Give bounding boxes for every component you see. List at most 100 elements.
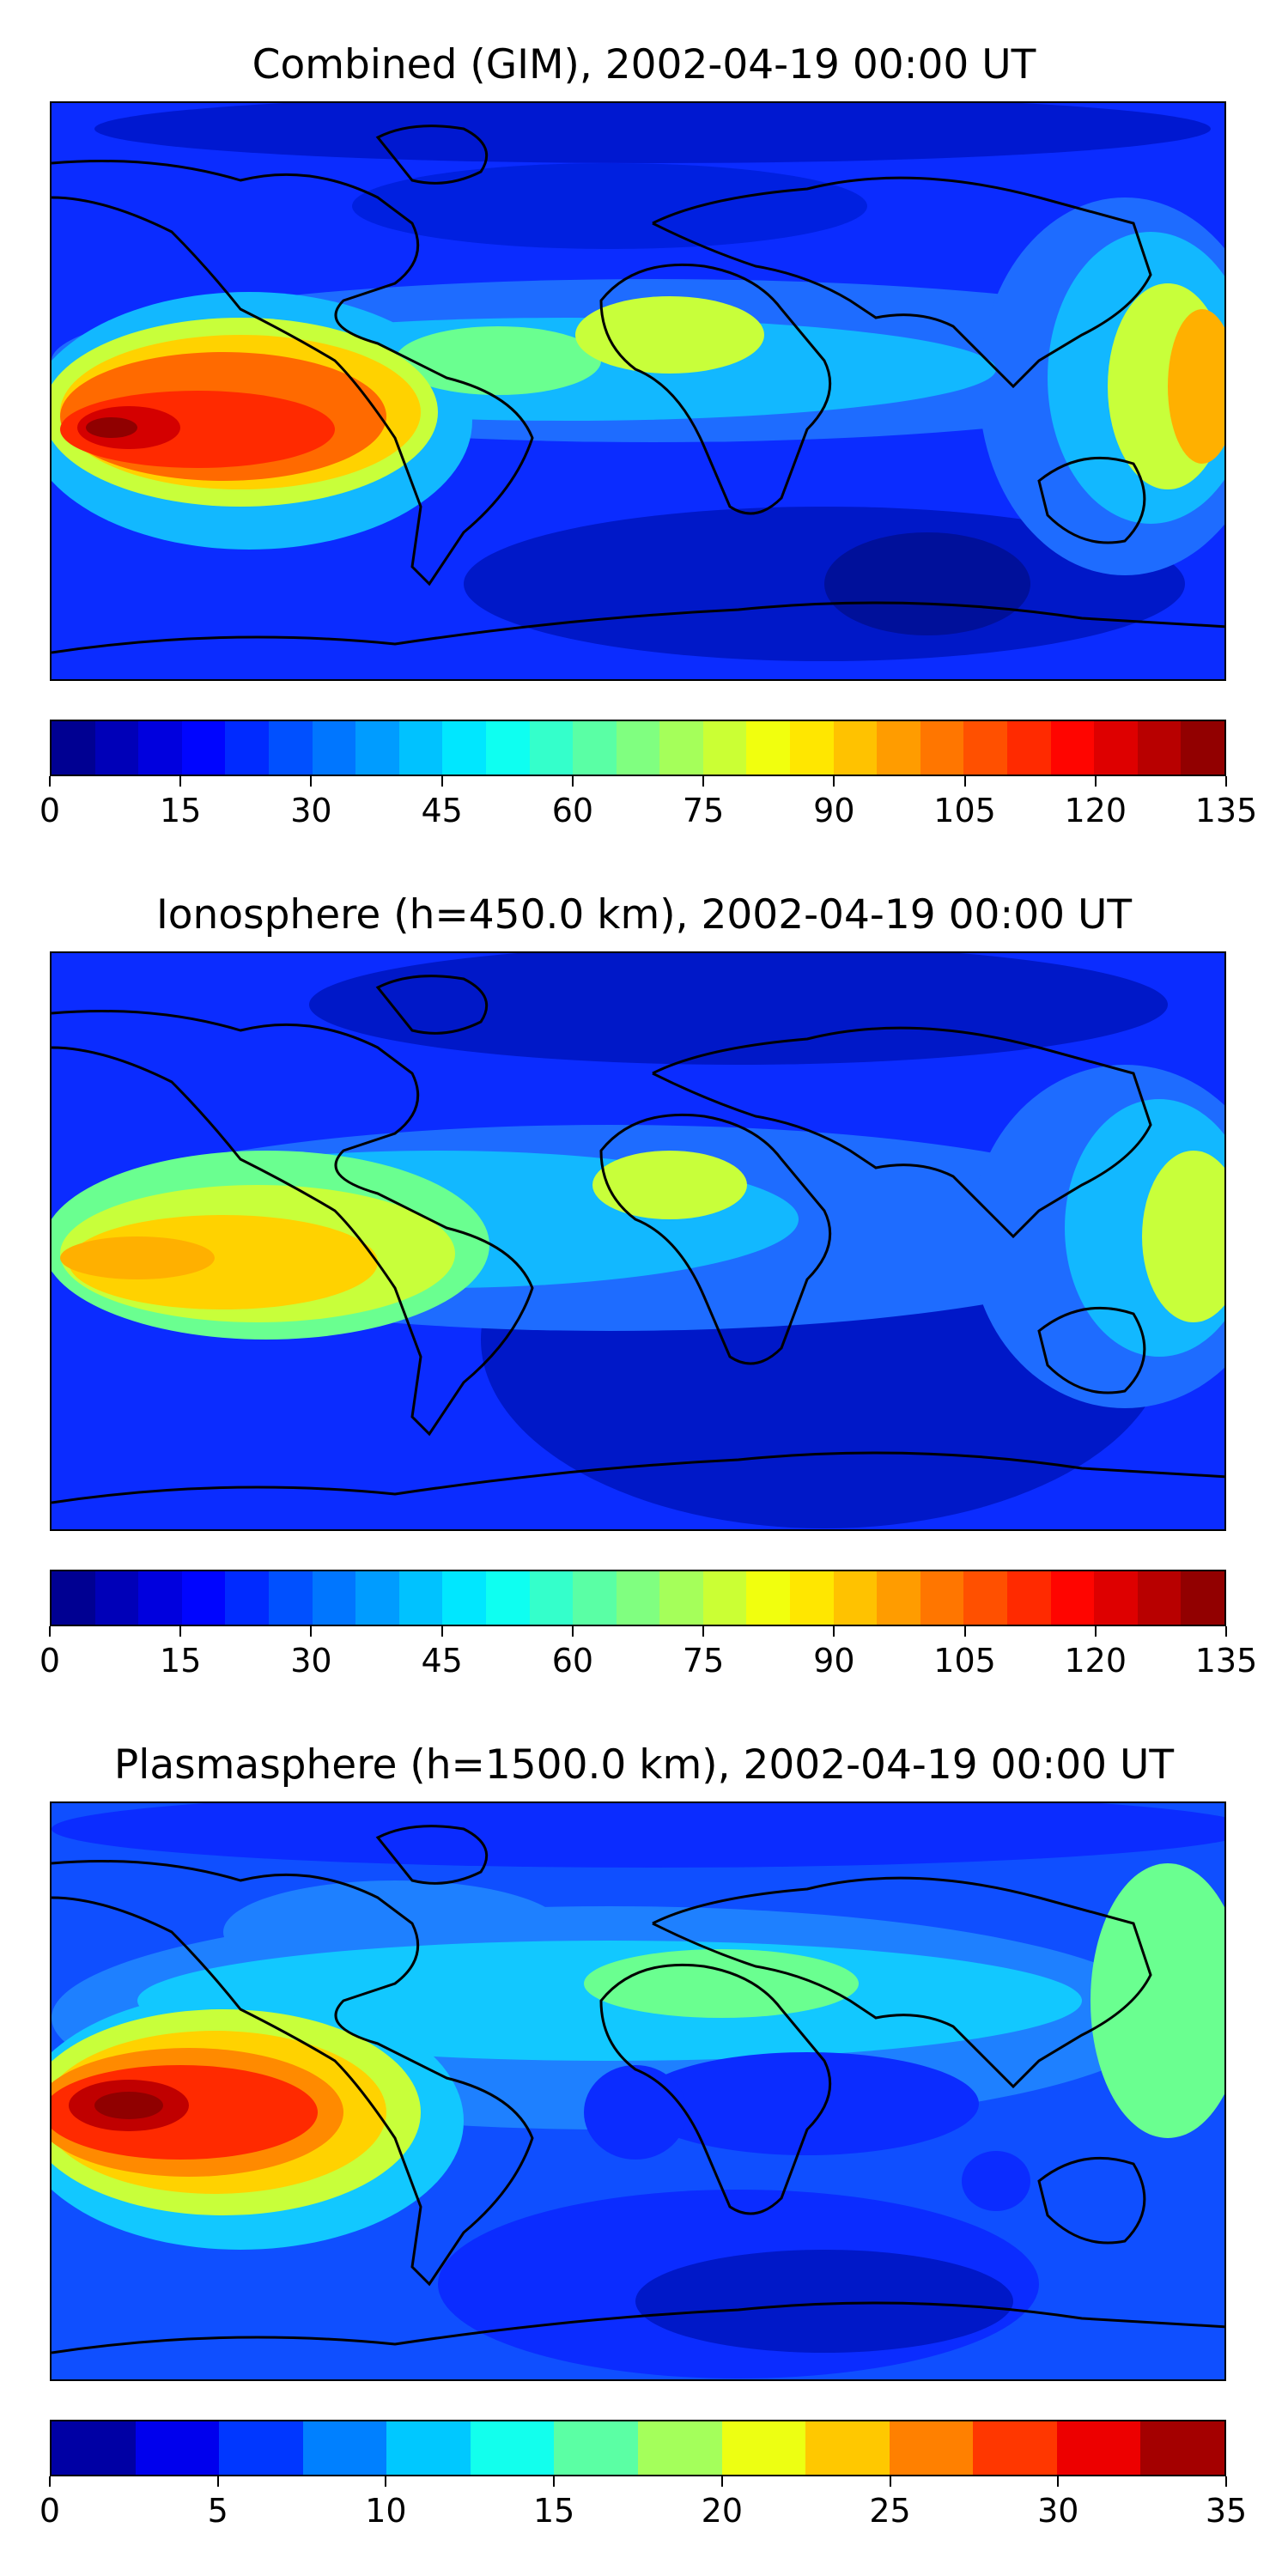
colorbar-level	[721, 2421, 807, 2475]
colorbar-level	[52, 721, 96, 775]
colorbar-level	[1181, 721, 1224, 775]
colorbar-level	[355, 1571, 401, 1625]
colorbar-ticks: 0 15 30 45 60 75 90 105 120 135	[39, 1626, 1257, 1680]
colorbar-level	[1007, 721, 1052, 775]
colorbar-level	[1050, 721, 1096, 775]
colorbar-level	[920, 721, 965, 775]
coastlines	[52, 975, 1224, 1504]
colorbar	[50, 1570, 1226, 1626]
colorbar-tick-label: 90	[813, 1642, 855, 1680]
colorbar-level	[920, 1571, 965, 1625]
colorbar-level	[181, 1571, 227, 1625]
colorbar-level	[973, 2421, 1059, 2475]
colorbar-tick-label: 10	[365, 2492, 407, 2530]
colorbar-level	[470, 2421, 556, 2475]
coastline-overlay	[52, 1825, 1224, 2354]
colorbar-level	[225, 721, 270, 775]
colorbar-tick-mark	[1225, 776, 1227, 787]
colorbar	[50, 720, 1226, 776]
colorbar-level	[573, 721, 618, 775]
colorbar-tick-mark	[963, 1626, 966, 1637]
colorbar-level	[963, 721, 1009, 775]
colorbar-level	[659, 1571, 705, 1625]
colorbar-ticks: 0 5 10 15 20 25 30 35	[39, 2476, 1247, 2530]
colorbar-level	[225, 1571, 270, 1625]
tec-map-ionosphere	[52, 953, 1224, 1529]
tec-map-combined	[52, 103, 1224, 679]
colorbar-level	[386, 2421, 472, 2475]
colorbar-level	[877, 721, 922, 775]
colorbar-tick-mark	[963, 776, 966, 787]
colorbar-level	[702, 721, 748, 775]
colorbar-level	[398, 721, 444, 775]
colorbar-level	[355, 721, 401, 775]
map-combined	[50, 101, 1226, 681]
colorbar-level	[1140, 2421, 1224, 2475]
colorbar-level	[138, 1571, 184, 1625]
colorbar-level	[1094, 721, 1139, 775]
colorbar-tick-mark	[49, 2476, 51, 2487]
colorbar-level	[268, 1571, 313, 1625]
colorbar-tick-label: 120	[1064, 1642, 1127, 1680]
tec-map-plasmasphere	[52, 1803, 1224, 2379]
colorbar-level	[889, 2421, 975, 2475]
colorbar-tick-label: 5	[207, 2492, 228, 2530]
colorbar-tick-label: 0	[39, 2492, 61, 2530]
colorbar-level	[529, 721, 574, 775]
colorbar-tick-label: 105	[933, 1642, 996, 1680]
colorbar-tick-label: 75	[682, 792, 725, 829]
colorbar-tick-label: 35	[1205, 2492, 1248, 2530]
colorbar-level	[1137, 721, 1182, 775]
colorbar-tick-mark	[179, 776, 182, 787]
colorbar-level	[963, 1571, 1009, 1625]
coastlines	[52, 125, 1224, 654]
colorbar-tick-mark	[571, 776, 574, 787]
colorbar-tick-label: 135	[1194, 1642, 1258, 1680]
colorbar-tick-mark	[1225, 2476, 1227, 2487]
colorbar-level	[616, 721, 661, 775]
colorbar-tick-label: 30	[1037, 2492, 1079, 2530]
colorbar-tick-label: 105	[933, 792, 996, 829]
colorbar-level	[485, 721, 531, 775]
colorbar-level	[268, 721, 313, 775]
colorbar-tick-mark	[702, 1626, 705, 1637]
colorbar-tick-mark	[310, 1626, 313, 1637]
panel-title: Combined (GIM), 2002-04-19 00:00 UT	[252, 41, 1036, 88]
colorbar-tick-mark	[310, 776, 313, 787]
colorbar-level	[94, 721, 140, 775]
colorbar-level	[746, 721, 792, 775]
colorbar-level	[485, 1571, 531, 1625]
colorbar	[50, 2420, 1226, 2476]
colorbar-tick-mark	[833, 776, 835, 787]
colorbar-tick-label: 25	[869, 2492, 911, 2530]
colorbar-tick-label: 30	[290, 792, 332, 829]
colorbar-tick-label: 60	[551, 1642, 594, 1680]
colorbar-tick-mark	[571, 1626, 574, 1637]
colorbar-tick-mark	[1057, 2476, 1060, 2487]
colorbar-level	[219, 2421, 305, 2475]
colorbar-tick-label: 135	[1194, 792, 1258, 829]
colorbar-level	[790, 1571, 835, 1625]
colorbar-tick-label: 45	[421, 792, 463, 829]
colorbar-tick-mark	[720, 2476, 723, 2487]
colorbar-tick-label: 15	[532, 2492, 575, 2530]
colorbar-tick-label: 90	[813, 792, 855, 829]
colorbar-tick-label: 60	[551, 792, 594, 829]
colorbar-level	[442, 721, 488, 775]
colorbar-level	[616, 1571, 661, 1625]
colorbar-tick-label: 45	[421, 1642, 463, 1680]
colorbar-level	[181, 721, 227, 775]
colorbar-tick-mark	[1094, 776, 1097, 787]
colorbar-tick-mark	[702, 776, 705, 787]
colorbar-tick-label: 0	[39, 1642, 61, 1680]
colorbar-level	[833, 1571, 878, 1625]
colorbar-tick-mark	[1225, 1626, 1227, 1637]
colorbar-level	[312, 1571, 357, 1625]
colorbar-level	[1056, 2421, 1142, 2475]
colorbar-level	[833, 721, 878, 775]
colorbar-level	[529, 1571, 574, 1625]
coastlines	[52, 1825, 1224, 2354]
colorbar-level	[790, 721, 835, 775]
colorbar-tick-label: 120	[1064, 792, 1127, 829]
colorbar-level	[1050, 1571, 1096, 1625]
